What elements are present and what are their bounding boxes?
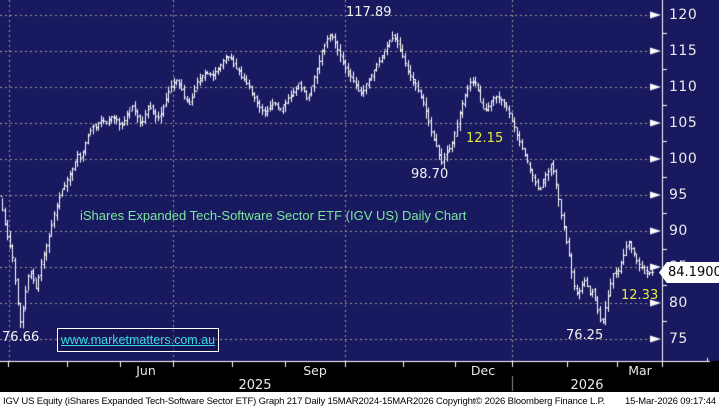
x-axis-year-label: 2026 (570, 378, 604, 393)
y-axis-tick-label: 110 (669, 79, 698, 95)
y-axis-tick-label: 105 (669, 115, 698, 131)
x-axis-month-label: Sep (303, 363, 327, 378)
chart-annotation: 12.15 (466, 131, 504, 146)
y-axis-tick-label: 95 (669, 187, 688, 203)
chart-annotation: 117.89 (346, 5, 392, 20)
chart-title: iShares Expanded Tech-Software Sector ET… (80, 208, 467, 223)
y-axis-tick-label: 80 (669, 295, 688, 311)
x-axis-year-label: 2025 (238, 378, 272, 393)
y-axis-tick-label: 100 (669, 151, 698, 167)
last-price-tag: 84.1900 (659, 262, 719, 283)
y-axis-tick-label: 120 (669, 7, 698, 23)
status-bar-description: IGV US Equity (iShares Expanded Tech-Sof… (3, 395, 606, 407)
y-axis-tick-label: 90 (669, 223, 688, 239)
watermark-box: www.marketmatters.com.au (57, 328, 219, 352)
status-bar-datetime: 15-Mar-2026 09:17:44 (624, 395, 716, 407)
chart-annotation: 12.33 (621, 288, 659, 303)
x-axis-month-label: Mar (628, 363, 652, 378)
y-axis-tick-label: 115 (669, 43, 698, 59)
chart-annotation: 76.25 (566, 328, 604, 343)
watermark-link[interactable]: www.marketmatters.com.au (60, 333, 216, 347)
status-bar: IGV US Equity (iShares Expanded Tech-Sof… (0, 392, 719, 410)
x-axis-month-label: Dec (470, 363, 496, 378)
chart-annotation: 76.66 (2, 330, 40, 345)
y-axis-tick-label: 75 (669, 331, 688, 347)
chart-annotation: 98.70 (411, 167, 449, 182)
x-axis-month-label: Jun (136, 363, 156, 378)
